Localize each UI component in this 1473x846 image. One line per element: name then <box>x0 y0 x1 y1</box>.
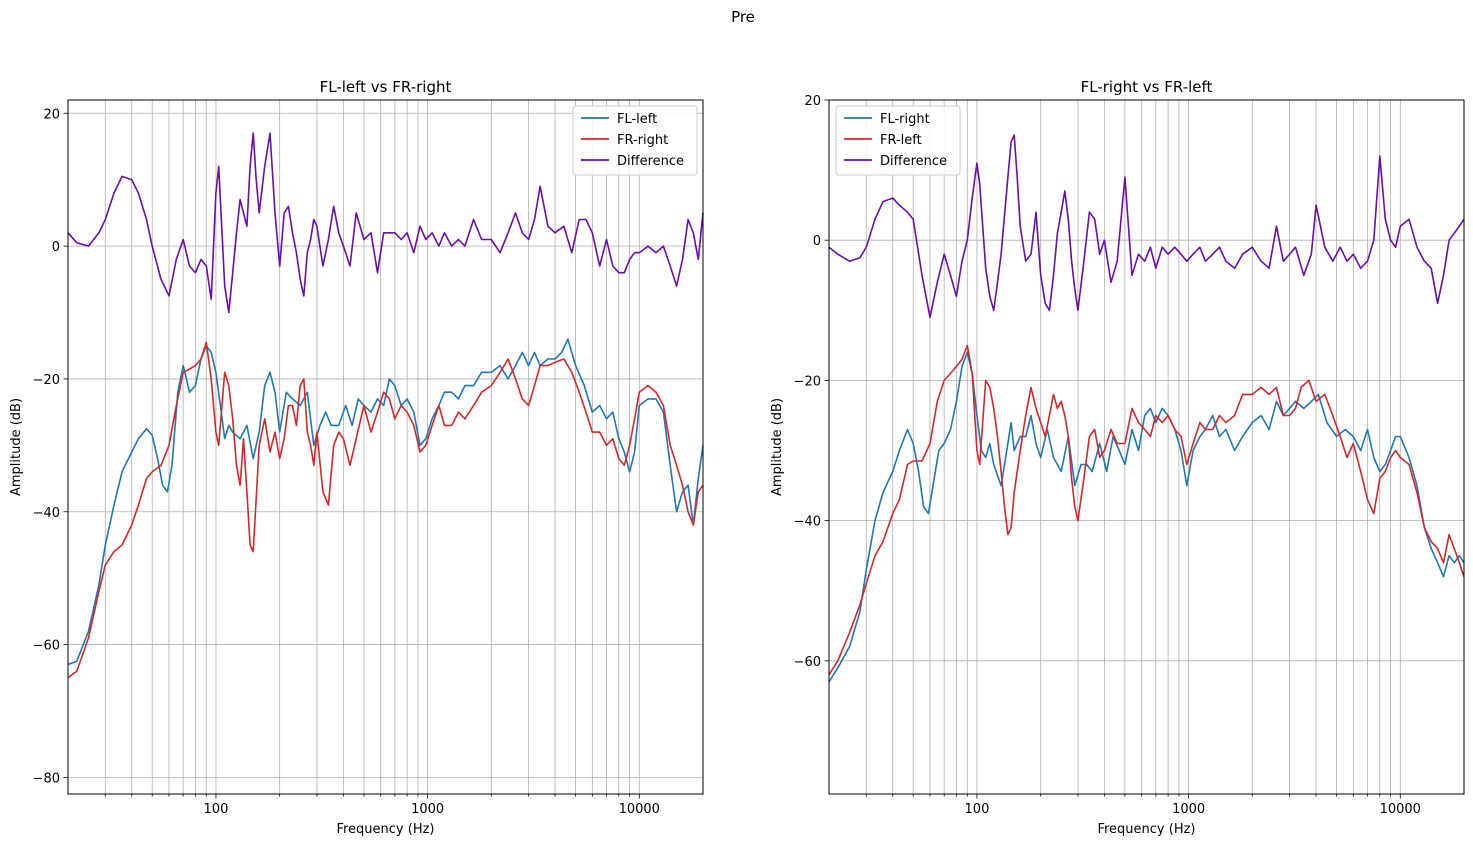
x-tick-label: 1000 <box>411 802 444 817</box>
x-tick-label: 100 <box>965 802 990 817</box>
legend-entry: FR-right <box>617 133 668 148</box>
chart-left: 100 1000 10000 20 0 −20 −40 −60 −80 FL-left vs FR… <box>9 78 704 837</box>
chart-right: 100 1000 10000 20 0 −20 −40 −60 FL-right vs FR-l… <box>770 78 1465 837</box>
x-tick-label: 1000 <box>1172 802 1205 817</box>
legend: FL-left FR-right Difference <box>572 105 698 176</box>
legend: FL-right FR-left Difference <box>835 105 961 176</box>
x-axis-label: Frequency (Hz) <box>336 822 434 837</box>
grid <box>68 100 703 794</box>
y-axis-label: Amplitude (dB) <box>770 398 785 496</box>
y-tick-label: 20 <box>43 107 60 122</box>
y-tick-label: 0 <box>52 240 60 255</box>
legend-box <box>572 105 698 176</box>
grid <box>829 100 1464 794</box>
y-tick-label: −80 <box>33 771 60 786</box>
legend-entry: Difference <box>880 154 947 169</box>
y-tick-label: −20 <box>794 374 821 389</box>
y-tick-label: −40 <box>794 515 821 530</box>
y-tick-label: −40 <box>33 506 60 521</box>
series-line-difference <box>67 132 704 314</box>
legend-entry: FR-left <box>880 133 922 148</box>
chart-title: FL-left vs FR-right <box>320 78 452 96</box>
x-tick-label: 100 <box>204 802 229 817</box>
series-line-difference <box>828 134 1465 319</box>
legend-entry: Difference <box>617 154 684 169</box>
legend-entry: FL-left <box>617 112 657 127</box>
legend-entry: FL-right <box>880 112 930 127</box>
y-tick-label: −60 <box>33 639 60 654</box>
figure-suptitle: Pre <box>731 8 755 26</box>
y-tick-label: −60 <box>794 655 821 670</box>
y-axis-label: Amplitude (dB) <box>9 398 24 496</box>
x-axis-label: Frequency (Hz) <box>1097 822 1195 837</box>
series-line-fr-left <box>828 344 1465 676</box>
plot-frame <box>828 99 1465 795</box>
chart-title: FL-right vs FR-left <box>1081 78 1213 96</box>
y-tick-label: 0 <box>813 234 821 249</box>
y-tick-label: 20 <box>804 94 821 109</box>
y-tick-label: −20 <box>33 373 60 388</box>
legend-box <box>835 105 961 176</box>
series-line-fr-right <box>67 341 704 679</box>
plot-frame <box>67 99 704 795</box>
x-tick-label: 10000 <box>619 802 660 817</box>
x-tick-label: 10000 <box>1380 802 1421 817</box>
series-line-fl-left <box>67 338 704 666</box>
series-line-fl-right <box>828 351 1465 683</box>
